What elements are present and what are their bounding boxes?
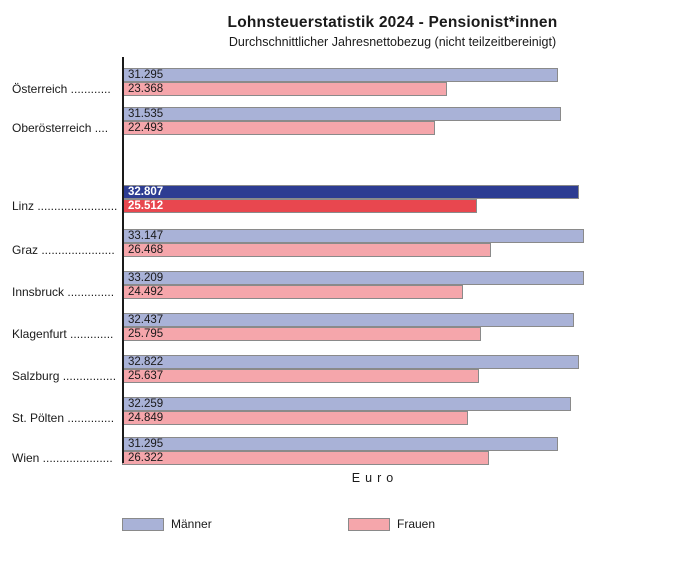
bar-value: 32.437 xyxy=(128,314,164,326)
category-label: Salzburg ................ xyxy=(12,369,117,383)
category-label: St. Pölten .............. xyxy=(12,411,115,425)
bar-frauen: 24.492 xyxy=(122,285,463,299)
bar-frauen: 26.322 xyxy=(122,451,489,465)
bar-frauen: 25.637 xyxy=(122,369,479,383)
category-label: Wien ..................... xyxy=(12,451,113,465)
bar-value: 24.849 xyxy=(128,412,164,424)
bar-maenner: 32.807 xyxy=(122,185,579,199)
bar-maenner: 32.822 xyxy=(122,355,579,369)
bar-frauen: 22.493 xyxy=(122,121,435,135)
legend-swatch-frauen xyxy=(348,518,390,531)
bar-value: 32.822 xyxy=(128,356,164,368)
bar-value: 32.807 xyxy=(128,186,164,198)
y-axis-line xyxy=(122,57,124,463)
bar-maenner: 31.535 xyxy=(122,107,561,121)
bar-value: 25.795 xyxy=(128,328,164,340)
legend-label-frauen: Frauen xyxy=(397,517,436,531)
chart-subtitle: Durchschnittlicher Jahresnettobezug (nic… xyxy=(228,35,557,49)
bar-maenner: 33.209 xyxy=(122,271,584,285)
bar-maenner: 32.437 xyxy=(122,313,574,327)
bar-frauen: 25.512 xyxy=(122,199,477,213)
category-label: Linz ........................ xyxy=(12,199,118,213)
bar-maenner: 31.295 xyxy=(122,437,558,451)
category-label: Graz ...................... xyxy=(12,243,115,257)
bar-value: 31.535 xyxy=(128,108,164,120)
bar-value: 32.259 xyxy=(128,398,164,410)
bar-maenner: 33.147 xyxy=(122,229,584,243)
chart-title: Lohnsteuerstatistik 2024 - Pensionist*in… xyxy=(227,14,558,31)
bar-value: 24.492 xyxy=(128,286,164,298)
bar-frauen: 26.468 xyxy=(122,243,491,257)
bar-maenner: 32.259 xyxy=(122,397,571,411)
bar-value: 31.295 xyxy=(128,438,164,450)
legend-swatch-maenner xyxy=(122,518,164,531)
bar-value: 26.322 xyxy=(128,452,164,464)
bar-value: 33.209 xyxy=(128,272,164,284)
bar-value: 25.512 xyxy=(128,200,164,212)
category-label: Innsbruck .............. xyxy=(12,285,115,299)
bar-frauen: 24.849 xyxy=(122,411,468,425)
x-axis-label: Euro xyxy=(351,471,399,485)
category-label: Oberösterreich .... xyxy=(12,121,109,135)
bar-frauen: 23.368 xyxy=(122,82,447,96)
bar-value: 31.295 xyxy=(128,69,164,81)
category-label: Klagenfurt ............. xyxy=(12,327,114,341)
bar-value: 26.468 xyxy=(128,244,164,256)
bar-value: 33.147 xyxy=(128,230,164,242)
legend-label-maenner: Männer xyxy=(171,517,212,531)
bar-value: 22.493 xyxy=(128,122,164,134)
bar-value: 23.368 xyxy=(128,83,164,95)
bar-value: 25.637 xyxy=(128,370,164,382)
bar-maenner: 31.295 xyxy=(122,68,558,82)
bar-frauen: 25.795 xyxy=(122,327,481,341)
category-label: Österreich ............ xyxy=(12,82,111,96)
